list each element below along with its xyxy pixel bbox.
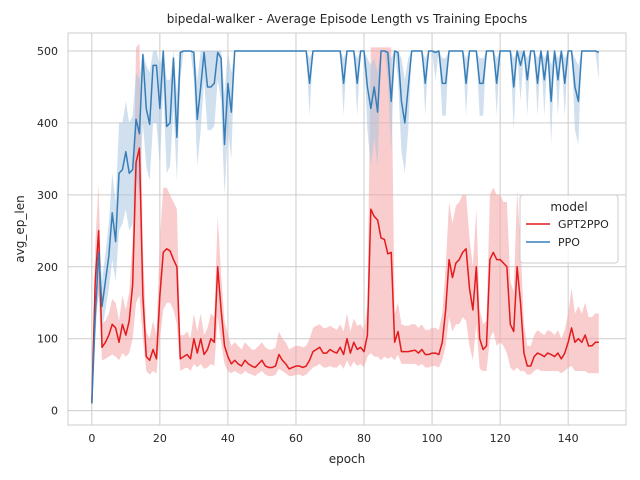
x-tick-label: 140 bbox=[558, 432, 579, 445]
y-tick-label: 300 bbox=[37, 189, 58, 202]
y-tick-label: 0 bbox=[51, 405, 58, 418]
legend-label-ppo: PPO bbox=[558, 236, 580, 249]
legend-title: model bbox=[550, 200, 587, 214]
y-tick-label: 100 bbox=[37, 333, 58, 346]
chart-title: bipedal-walker - Average Episode Length … bbox=[167, 12, 527, 26]
x-axis-label: epoch bbox=[329, 452, 366, 466]
x-tick-label: 60 bbox=[289, 432, 303, 445]
y-axis-label: avg_ep_len bbox=[13, 195, 27, 262]
y-tick-label: 400 bbox=[37, 117, 58, 130]
x-tick-label: 120 bbox=[490, 432, 511, 445]
x-tick-label: 40 bbox=[221, 432, 235, 445]
x-tick-label: 0 bbox=[88, 432, 95, 445]
confidence-band-ppo bbox=[91, 50, 599, 404]
x-tick-label: 80 bbox=[357, 432, 371, 445]
x-tick-label: 100 bbox=[422, 432, 443, 445]
confidence-band-gpt2ppo bbox=[91, 43, 599, 404]
legend-label-gpt2ppo: GPT2PPO bbox=[558, 218, 609, 231]
x-tick-label: 20 bbox=[153, 432, 167, 445]
legend: model GPT2PPO PPO bbox=[519, 194, 619, 264]
series-line-ppo bbox=[91, 50, 600, 404]
y-tick-label: 200 bbox=[37, 261, 58, 274]
series-line-gpt2ppo bbox=[91, 147, 599, 404]
y-tick-label: 500 bbox=[37, 45, 58, 58]
